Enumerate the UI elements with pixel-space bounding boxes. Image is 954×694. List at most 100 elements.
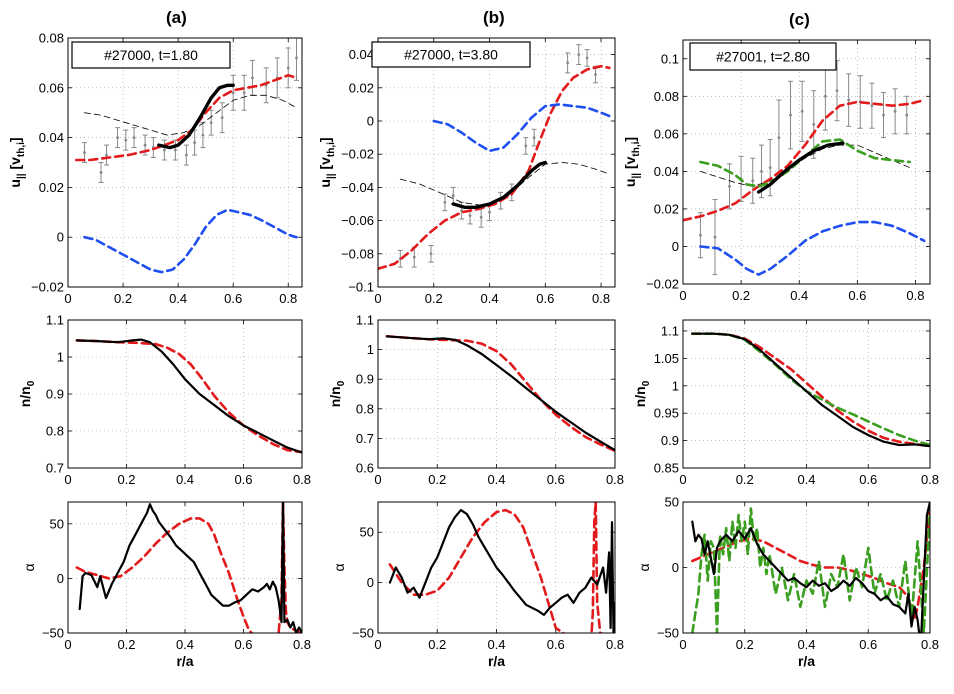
panel-b-mid: 0 0.2 0.4 0.6 0.8 0.6 0.7 0.8 0.9 1 1.1 n/n0 xyxy=(327,313,624,488)
y-tick-label: 0.04 xyxy=(654,164,679,179)
y-tick-label: 0.7 xyxy=(46,461,64,476)
data-point xyxy=(124,138,128,142)
series-line-black xyxy=(388,509,615,633)
data-point xyxy=(882,113,885,117)
series-line-black xyxy=(157,83,235,150)
x-tick-label: 0.6 xyxy=(224,291,242,306)
y-tick-label: 0.02 xyxy=(39,180,64,195)
data-point xyxy=(412,255,416,259)
x-tick-label: 0.6 xyxy=(547,472,565,487)
x-tick-label: 0.4 xyxy=(790,288,808,303)
y-tick-label: 1.1 xyxy=(46,313,64,328)
annotation-box xyxy=(371,41,531,68)
data-point xyxy=(847,98,851,102)
y-tick-label: 1 xyxy=(57,350,64,365)
data-point xyxy=(699,233,702,237)
data-point xyxy=(251,76,254,80)
y-axis-label: u|| [vth,i] xyxy=(622,137,642,187)
y-tick-label: 1.05 xyxy=(654,351,679,366)
data-point xyxy=(751,179,755,183)
x-tick-label: 0.2 xyxy=(428,637,446,652)
y-tick-label: 0.08 xyxy=(39,31,64,46)
x-tick-label: 0.8 xyxy=(293,472,311,487)
series-line-black xyxy=(78,502,302,633)
annotation-text: #27001, t=2.80 xyxy=(716,49,810,65)
x-tick-label: 0.2 xyxy=(736,637,754,652)
data-point xyxy=(577,53,581,56)
y-tick-label: 0 xyxy=(672,560,679,575)
y-tick-label: 0.02 xyxy=(349,80,374,95)
y-axis-label: u|| [vth,i] xyxy=(7,137,27,187)
y-tick-label: −0.04 xyxy=(341,180,374,195)
data-point xyxy=(295,56,298,60)
x-axis-label: r/a xyxy=(798,653,815,669)
y-tick-label: −0.02 xyxy=(341,147,374,162)
x-tick-label: 0.4 xyxy=(487,637,505,652)
y-tick-label: −50 xyxy=(657,626,679,641)
data-point xyxy=(220,116,224,120)
x-tick-label: 0.2 xyxy=(425,291,443,306)
y-tick-label: −0.02 xyxy=(646,277,679,292)
x-tick-label: 0.4 xyxy=(797,472,815,487)
x-tick-label: 0.6 xyxy=(547,637,565,652)
y-tick-label: 0.6 xyxy=(356,461,374,476)
axes-box xyxy=(377,37,616,288)
panel-a-mid: 0 0.2 0.4 0.6 0.8 0.7 0.8 0.9 1 1.1 n/n0 xyxy=(17,313,311,488)
series-line-red xyxy=(683,98,926,222)
x-tick-label: 0.2 xyxy=(114,291,132,306)
errorbar-group xyxy=(397,44,598,268)
x-tick-label: 0 xyxy=(64,472,71,487)
x-tick-label: 0 xyxy=(64,637,71,652)
y-tick-label: 50 xyxy=(50,516,64,531)
data-point xyxy=(143,143,147,147)
y-tick-label: 0 xyxy=(57,571,64,586)
data-point xyxy=(83,151,86,154)
y-tick-label: 50 xyxy=(665,495,679,510)
y-tick-label: 0 xyxy=(57,230,64,245)
y-tick-label: 0 xyxy=(367,575,374,590)
x-tick-label: 0.6 xyxy=(859,637,877,652)
errorbar-group xyxy=(697,60,910,276)
series-line-blue xyxy=(432,103,611,153)
x-tick-label: 0.6 xyxy=(848,288,866,303)
y-axis-label: u|| [vth,i] xyxy=(317,137,337,187)
x-tick-label: 0.8 xyxy=(293,637,311,652)
series-line-black xyxy=(756,141,845,194)
data-point xyxy=(585,56,589,60)
data-point xyxy=(209,121,213,125)
y-axis-label: α xyxy=(21,563,37,571)
y-axis-label: α xyxy=(331,563,347,571)
data-point xyxy=(728,185,731,188)
x-axis-label: r/a xyxy=(176,653,193,669)
x-tick-label: 0.8 xyxy=(279,291,297,306)
x-tick-label: 0.6 xyxy=(234,472,252,487)
y-tick-label: −50 xyxy=(352,626,374,641)
x-tick-label: 0 xyxy=(679,288,686,303)
data-point xyxy=(443,200,447,204)
y-tick-label: 50 xyxy=(360,525,374,540)
axes-box xyxy=(682,39,931,285)
x-tick-label: 0 xyxy=(679,472,686,487)
data-point xyxy=(193,141,197,144)
data-point xyxy=(532,136,536,140)
y-tick-label: 0.9 xyxy=(46,387,64,402)
x-tick-label: 0.2 xyxy=(117,637,135,652)
data-point xyxy=(594,73,597,76)
panel-c-mid: 0 0.2 0.4 0.6 0.8 0.85 0.9 0.95 1 1.05 1.1 n/n0 xyxy=(632,319,939,487)
x-tick-label: 0 xyxy=(374,472,381,487)
data-point xyxy=(105,153,108,157)
y-tick-label: −0.06 xyxy=(341,213,374,228)
column-title-a: (a) xyxy=(166,8,187,27)
y-tick-label: −0.1 xyxy=(348,280,374,295)
x-tick-label: 0.4 xyxy=(176,637,194,652)
series-line-red xyxy=(690,332,930,448)
series-line-thin xyxy=(399,162,610,207)
x-tick-label: 0 xyxy=(374,291,381,306)
y-tick-label: 0.8 xyxy=(46,424,64,439)
x-tick-label: 0.8 xyxy=(921,637,939,652)
x-tick-label: 0.4 xyxy=(176,472,194,487)
